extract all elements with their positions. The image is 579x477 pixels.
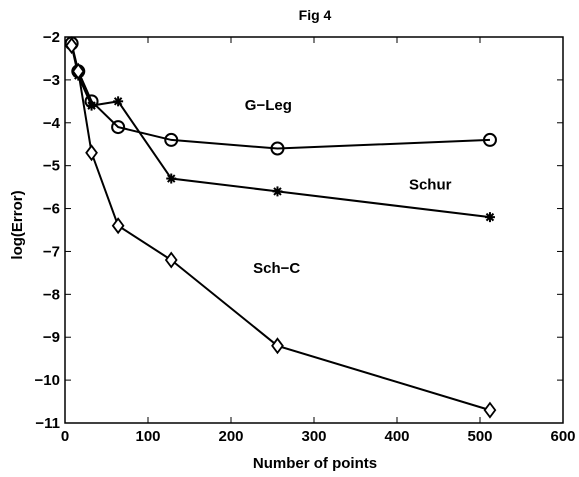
data-point-diamond — [271, 337, 284, 355]
data-point-diamond — [111, 217, 125, 235]
data-point-circle — [111, 120, 126, 135]
x-tick-label: 0 — [61, 428, 69, 445]
x-tick-label: 500 — [467, 428, 492, 445]
chart-title: Fig 4 — [299, 7, 332, 23]
asterisk-stroke — [87, 101, 96, 110]
y-tick-label: −3 — [43, 72, 60, 89]
data-point-asterisk — [484, 212, 495, 223]
asterisk-stroke — [167, 174, 176, 183]
annotations-layer: G−Leg Schur Sch−C — [245, 97, 452, 277]
y-tick-label: −10 — [35, 372, 60, 389]
series-asterisk — [66, 40, 495, 223]
data-point-diamond — [483, 401, 497, 419]
y-tick-label: −2 — [43, 29, 60, 46]
y-tick-label: −4 — [43, 115, 61, 132]
x-tick-label: 200 — [218, 428, 243, 445]
series-annotation: G−Leg — [245, 97, 292, 114]
asterisk-stroke — [273, 187, 282, 196]
x-tick-label: 100 — [135, 428, 160, 445]
data-point-asterisk — [166, 173, 177, 184]
x-tick-label: 300 — [301, 428, 326, 445]
data-point-circle — [164, 132, 179, 147]
series-annotation: Schur — [409, 176, 452, 193]
data-point-diamond — [71, 62, 85, 80]
y-tick-label: −7 — [43, 243, 60, 260]
asterisk-stroke — [485, 212, 495, 222]
series-diamond — [65, 37, 497, 419]
data-point-circle — [482, 132, 497, 147]
plot-frame — [64, 36, 564, 424]
series-annotation: Sch−C — [253, 260, 300, 277]
axis-ticks: 0 100 200 300 400 500 600 −11 −10 −9 −8 −7 −6 −5 −4 −3 −… — [35, 29, 576, 445]
y-tick-label: −9 — [43, 329, 60, 346]
asterisk-stroke — [113, 97, 123, 106]
y-tick-label: −6 — [43, 201, 60, 218]
x-tick-label: 600 — [550, 428, 575, 445]
data-point-diamond — [164, 251, 178, 269]
data-point-asterisk — [86, 100, 97, 111]
data-point-asterisk — [272, 186, 283, 197]
data-point-asterisk — [113, 96, 124, 107]
y-axis-label: log(Error) — [9, 190, 26, 259]
y-tick-label: −5 — [43, 158, 60, 175]
data-point-circle — [270, 141, 285, 156]
y-tick-label: −11 — [35, 415, 60, 432]
series-layer — [64, 36, 497, 419]
data-point-diamond — [65, 37, 79, 55]
x-tick-label: 400 — [384, 428, 409, 445]
y-tick-label: −8 — [43, 286, 60, 303]
data-point-diamond — [85, 144, 98, 162]
x-axis-label: Number of points — [253, 455, 377, 472]
